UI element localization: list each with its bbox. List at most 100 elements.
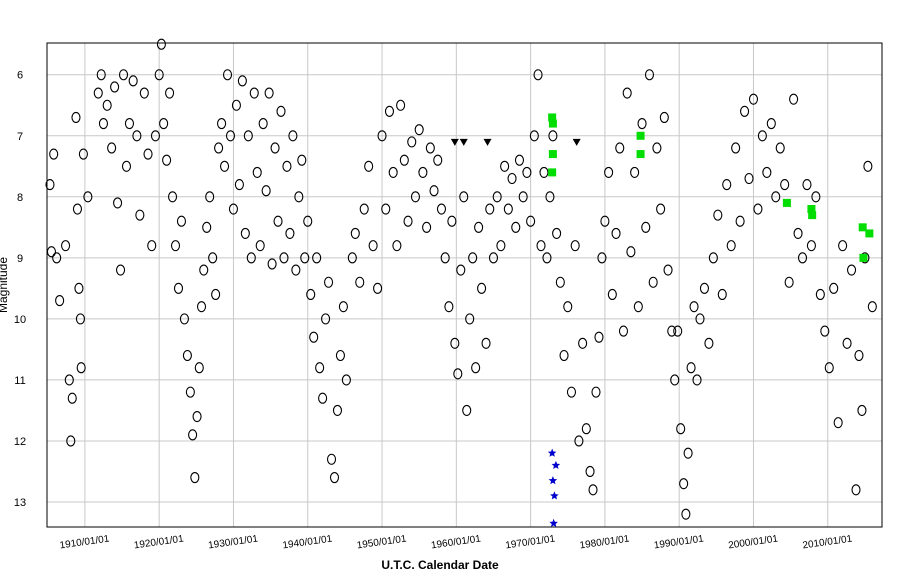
data-point: [820, 325, 830, 337]
data-point: [165, 87, 175, 99]
y-tick-label: 6: [17, 70, 23, 82]
data-point: [539, 166, 549, 178]
data-point: [559, 349, 569, 362]
data-point: [607, 288, 617, 301]
data-point: [410, 191, 421, 203]
data-point: [633, 301, 643, 313]
data-point: [507, 172, 517, 185]
data-point: [485, 203, 495, 215]
data-point: [225, 130, 236, 142]
data-point: [190, 472, 200, 484]
data-point: [699, 282, 710, 294]
data-point: [615, 142, 625, 154]
data-point: [581, 423, 591, 435]
data-point: [309, 331, 319, 343]
data-point: [555, 276, 565, 288]
y-tick-label: 8: [17, 192, 23, 204]
data-point: [689, 301, 699, 313]
data-point: [74, 282, 84, 294]
data-point: [797, 252, 808, 264]
data-point: [78, 148, 88, 160]
data-point: [135, 209, 145, 221]
data-point: [570, 240, 580, 252]
data-point: [173, 282, 184, 294]
data-point: [436, 203, 447, 215]
data-point: [71, 111, 81, 124]
data-point: [76, 362, 86, 374]
data-point: [468, 252, 478, 264]
data-point: [219, 160, 230, 172]
data-point: [462, 404, 472, 416]
data-point: [418, 166, 428, 178]
data-point: [433, 154, 443, 166]
data-point: [139, 87, 149, 99]
data-point: [456, 264, 466, 276]
data-point: [118, 69, 129, 81]
data-point: [255, 240, 265, 252]
data-point: [243, 130, 253, 142]
data-point: [611, 227, 621, 239]
data-point: [496, 240, 506, 252]
data-point: [713, 209, 723, 221]
data-point: [793, 227, 803, 239]
data-point: [529, 130, 539, 142]
data-point: [425, 142, 435, 154]
data-point: [231, 99, 241, 111]
data-point: [75, 313, 85, 325]
data-point: [574, 435, 584, 447]
data-point: [312, 252, 322, 264]
data-point: [249, 87, 259, 99]
data-point: [549, 518, 558, 527]
data-point: [214, 142, 224, 154]
data-point: [444, 301, 454, 313]
data-point: [132, 130, 142, 142]
data-point: [500, 160, 510, 172]
data-point: [341, 374, 351, 386]
data-point: [407, 136, 417, 148]
data-point: [373, 282, 383, 294]
data-point: [572, 138, 581, 146]
data-point: [329, 472, 340, 484]
data-point: [143, 148, 153, 160]
data-point: [66, 435, 76, 447]
y-axis-label: Magnitude: [0, 257, 10, 313]
data-point: [273, 215, 283, 227]
data-point: [637, 118, 647, 130]
data-point: [96, 69, 106, 81]
data-point: [753, 203, 763, 215]
data-point: [64, 374, 74, 386]
data-point: [403, 215, 413, 227]
data-point: [282, 160, 292, 172]
data-point: [338, 301, 348, 313]
data-point: [205, 191, 215, 203]
data-point: [194, 362, 204, 374]
data-point: [851, 484, 861, 496]
data-point: [641, 221, 651, 233]
data-point: [600, 215, 610, 227]
data-point: [548, 168, 557, 177]
data-point: [518, 191, 528, 203]
data-point: [811, 191, 821, 203]
data-point: [110, 81, 120, 93]
data-point: [854, 349, 864, 362]
data-point: [838, 240, 848, 252]
data-point: [636, 150, 645, 159]
data-point: [388, 166, 398, 178]
data-point: [399, 154, 409, 166]
data-point: [676, 423, 686, 435]
data-point: [548, 119, 557, 128]
data-point: [846, 264, 857, 276]
data-point: [179, 313, 189, 325]
data-point: [545, 191, 555, 203]
data-point: [384, 105, 395, 117]
data-point: [364, 160, 374, 172]
data-point: [347, 252, 357, 264]
data-point: [652, 142, 662, 154]
data-point: [477, 282, 487, 294]
data-point: [182, 349, 192, 362]
data-point: [107, 142, 117, 154]
data-point: [731, 142, 741, 154]
x-axis-label: U.T.C. Calendar Date: [381, 558, 499, 572]
data-point: [667, 325, 677, 337]
data-point: [563, 301, 573, 313]
